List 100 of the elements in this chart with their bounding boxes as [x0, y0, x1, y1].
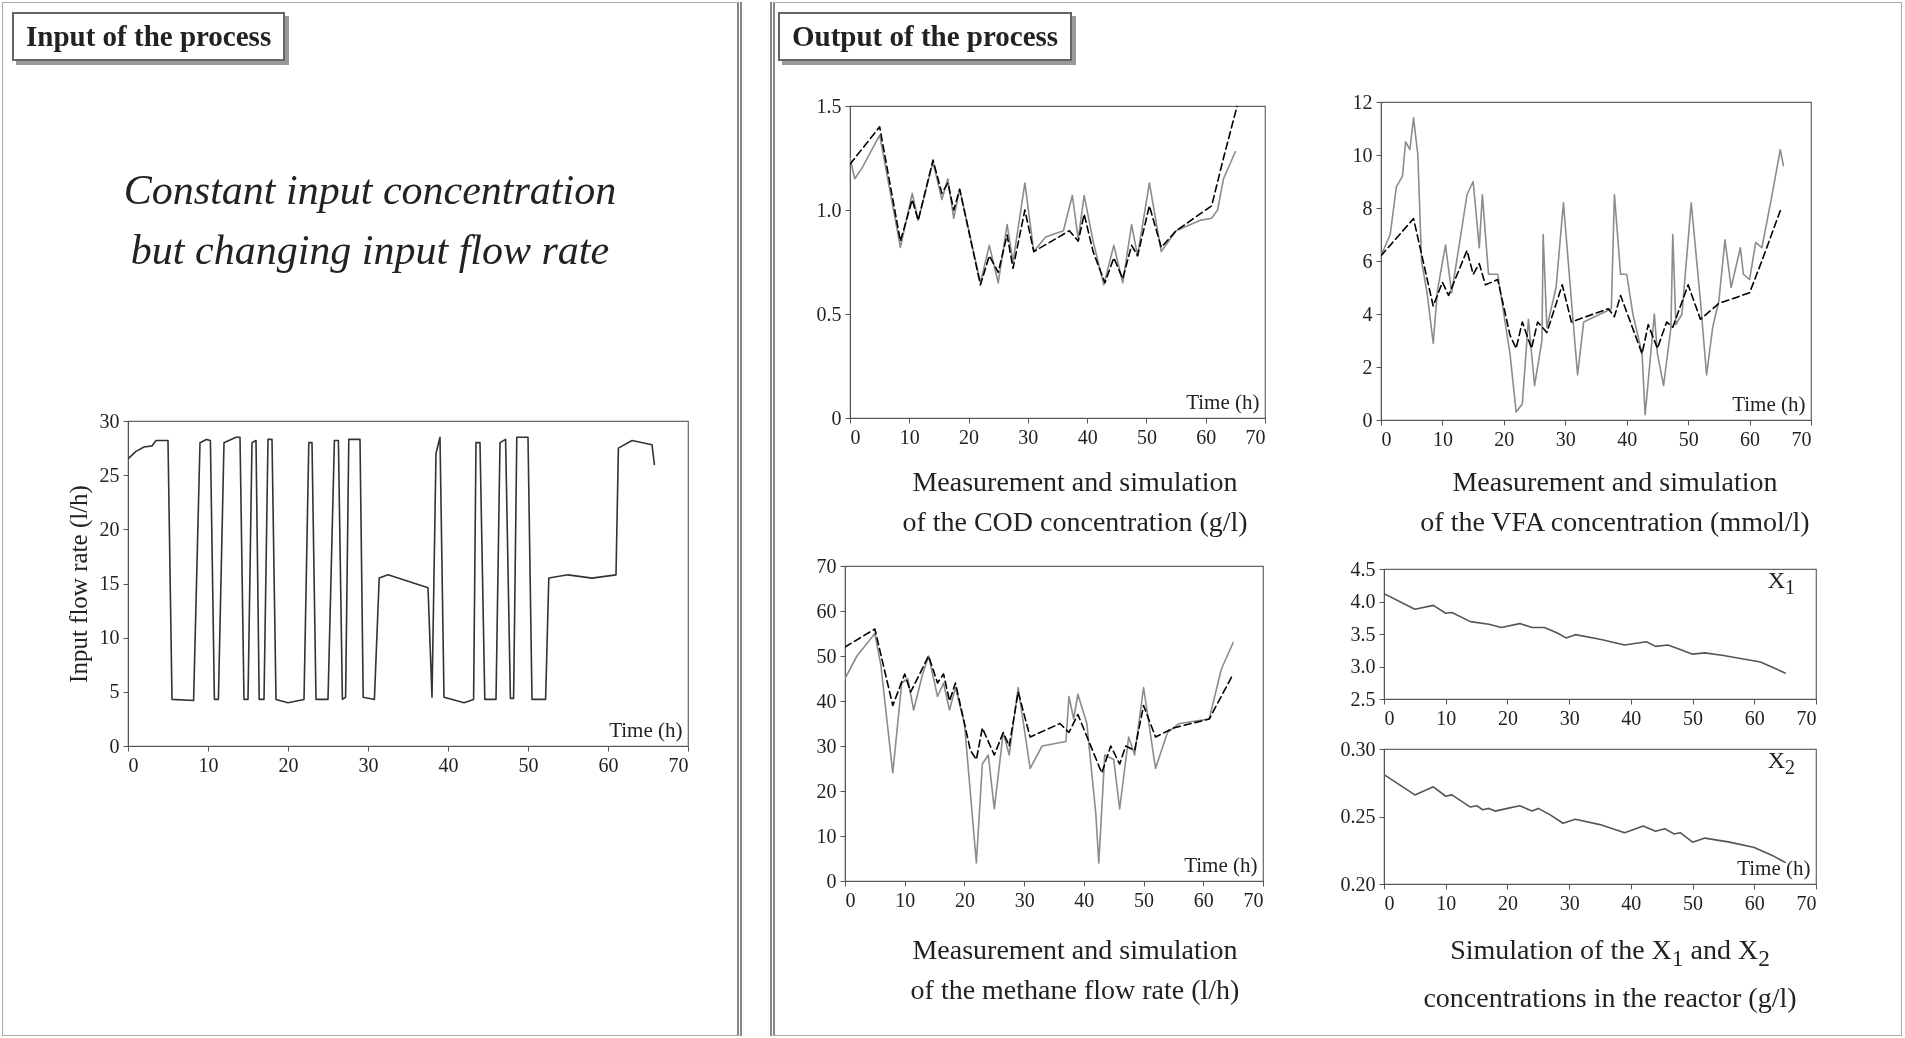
x-tick-label: 10 [1436, 891, 1457, 914]
y-tick-label: 1.5 [816, 94, 842, 117]
annotation: X$_{1}$ [1767, 567, 1795, 599]
x-tick-label: 50 [1134, 888, 1155, 911]
x-tick-label: 40 [1617, 427, 1638, 450]
y-tick-label: 0 [1362, 408, 1373, 431]
x-tick-label: 50 [1683, 706, 1704, 729]
annotation: X$_{2}$ [1767, 747, 1795, 779]
x-axis-title: Time (h) [1737, 855, 1811, 880]
y-tick-label: 0.5 [816, 302, 842, 325]
x-tick-label: 40 [1074, 888, 1095, 911]
x-tick-label: 0 [1381, 427, 1392, 450]
x-tick-label: 40 [438, 753, 459, 776]
y-tick-label: 10 [816, 824, 837, 847]
y-tick-label: 50 [816, 644, 837, 667]
line-series [850, 106, 1238, 286]
x-tick-label: 20 [1497, 706, 1518, 729]
x-tick-label: 0 [1384, 706, 1395, 729]
y-tick-label: 0.25 [1340, 805, 1376, 827]
y-tick-label: 1.0 [816, 198, 842, 221]
x-tick-label: 30 [1559, 706, 1580, 729]
x-axis-title: Time (h) [1732, 391, 1806, 416]
x-tick-label: 40 [1621, 706, 1642, 729]
y-tick-label: 0.20 [1340, 872, 1376, 895]
line-series [128, 436, 656, 704]
y-tick-label: 10 [1352, 143, 1373, 166]
text: Simulation of the X$_{1}$ and X$_{2}$ concentrations in the reactor (g/l) [1422, 933, 1798, 1015]
y-tick-label: 12 [1352, 90, 1373, 113]
y-tick-label: 60 [816, 599, 837, 622]
chart-title: Input of the process [12, 12, 286, 61]
x-tick-label: 20 [1494, 427, 1515, 450]
x-tick-label: 60 [1744, 891, 1765, 914]
chart-subtitle: Constant input concentration but changing input flow rate [122, 166, 618, 275]
y-tick-label: 8 [1362, 196, 1373, 219]
x-tick-label: 50 [518, 753, 539, 776]
y-tick-label: 4.0 [1350, 590, 1376, 612]
x-tick-label: 70 [668, 753, 689, 776]
y-tick-label: 5 [109, 680, 120, 703]
y-tick-label: 0.30 [1340, 737, 1376, 760]
y-tick-label: 3.5 [1350, 622, 1376, 645]
y-tick-label: 20 [99, 517, 120, 540]
y-tick-label: 4.5 [1350, 557, 1376, 580]
x-tick-label: 60 [1740, 427, 1761, 450]
line-series [845, 628, 1234, 774]
y-tick-label: 25 [99, 463, 120, 486]
y-axis-title: Input flow rate (l/h) [64, 485, 93, 683]
x-tick-label: 50 [1136, 425, 1157, 448]
x-axis-title: Time (h) [609, 717, 683, 742]
line-series [850, 134, 1237, 286]
y-tick-label: 2 [1362, 355, 1373, 378]
line-series [1381, 209, 1782, 355]
y-tick-label: 30 [99, 409, 120, 432]
y-tick-label: 0 [109, 734, 120, 757]
x-tick-label: 40 [1621, 891, 1642, 914]
y-tick-label: 2.5 [1350, 687, 1376, 710]
y-tick-label: 20 [816, 779, 837, 802]
y-tick-label: 40 [816, 689, 837, 712]
x-tick-label: 70 [1243, 888, 1264, 911]
x-tick-label: 10 [1432, 427, 1453, 450]
x-tick-label: 20 [278, 753, 299, 776]
x-tick-label: 20 [959, 425, 980, 448]
y-tick-label: 70 [816, 554, 837, 577]
x-tick-label: 30 [358, 753, 379, 776]
x-tick-label: 30 [1555, 427, 1576, 450]
x-tick-label: 60 [598, 753, 619, 776]
x-tick-label: 10 [198, 753, 219, 776]
text: Measurement and simulation of the COD concentration (g/l) [901, 465, 1249, 539]
x-tick-label: 0 [128, 753, 139, 776]
x-tick-label: 70 [1245, 425, 1266, 448]
y-tick-label: 4 [1362, 302, 1373, 325]
x-tick-label: 60 [1744, 706, 1765, 729]
x-tick-label: 20 [954, 888, 975, 911]
x-tick-label: 0 [845, 888, 856, 911]
x-tick-label: 60 [1193, 888, 1214, 911]
x-tick-label: 30 [1014, 888, 1035, 911]
x-tick-label: 70 [1796, 891, 1817, 914]
y-tick-label: 10 [99, 626, 120, 649]
text: Output of the process [778, 12, 1073, 61]
text: Measurement and simulation of the VFA concentration (mmol/l) [1419, 465, 1811, 539]
x-tick-label: 0 [1384, 891, 1395, 914]
x-tick-label: 60 [1196, 425, 1217, 448]
y-tick-label: 6 [1362, 249, 1373, 272]
y-tick-label: 30 [816, 734, 837, 757]
y-tick-label: 3.0 [1350, 655, 1376, 677]
x-tick-label: 40 [1077, 425, 1098, 448]
x-tick-label: 50 [1678, 427, 1699, 450]
x-tick-label: 50 [1683, 891, 1704, 914]
x-tick-label: 10 [895, 888, 916, 911]
x-axis-title: Time (h) [1186, 389, 1260, 414]
x-tick-label: 70 [1796, 706, 1817, 729]
x-axis-title: Time (h) [1184, 852, 1258, 877]
x-tick-label: 70 [1791, 427, 1812, 450]
x-tick-label: 30 [1559, 891, 1580, 914]
y-tick-label: 0 [826, 869, 837, 892]
x-tick-label: 20 [1497, 891, 1518, 914]
y-tick-label: 15 [99, 572, 120, 594]
y-tick-label: 0 [831, 406, 842, 429]
x-tick-label: 0 [850, 425, 861, 448]
x-tick-label: 10 [1436, 706, 1457, 729]
x-tick-label: 30 [1018, 425, 1039, 448]
